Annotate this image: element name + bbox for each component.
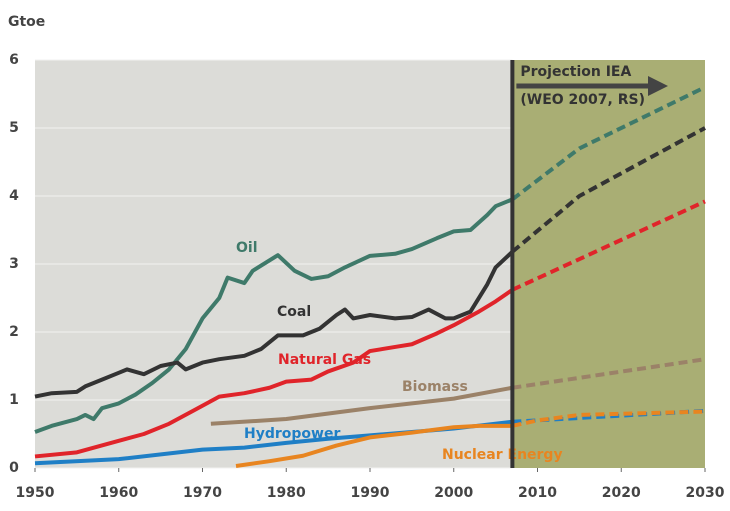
projection-line [511,85,706,201]
series-line [34,197,514,434]
annotation: Projection IEA [520,64,631,80]
series-line [210,385,513,426]
series-label: Biomass [402,379,468,395]
x-tick-label: 2020 [602,485,641,501]
y-tick-label: 1 [9,392,19,408]
y-tick-label: 6 [9,52,19,68]
y-axis-label: Gtoe [8,14,45,30]
series-line [34,250,514,399]
x-tick-label: 2030 [686,485,725,501]
annotation-sub: (WEO 2007, RS) [520,92,645,108]
projection-line [511,199,706,292]
series-line [235,423,513,468]
series-label: Coal [277,304,311,320]
series-label: Hydropower [244,426,340,442]
y-tick-label: 5 [9,120,19,136]
x-tick-label: 2000 [434,485,473,501]
projection-line [511,409,706,428]
y-tick-label: 3 [9,256,19,272]
x-tick-label: 1960 [99,485,138,501]
y-tick-label: 2 [9,324,19,340]
series-label: Natural Gas [278,352,371,368]
projection-arrow-head [648,76,668,96]
series-line [34,288,514,459]
x-tick-label: 1950 [16,485,55,501]
series-label: Nuclear Energy [442,447,563,463]
x-tick-label: 1970 [183,485,222,501]
projection-line [511,126,706,254]
x-tick-label: 1980 [267,485,306,501]
x-tick-label: 1990 [351,485,390,501]
series-label: Oil [236,240,258,256]
projection-line [512,357,706,390]
y-tick-label: 4 [9,188,19,204]
projection-background [512,60,705,468]
y-tick-label: 0 [9,460,19,476]
x-tick-label: 2010 [518,485,557,501]
